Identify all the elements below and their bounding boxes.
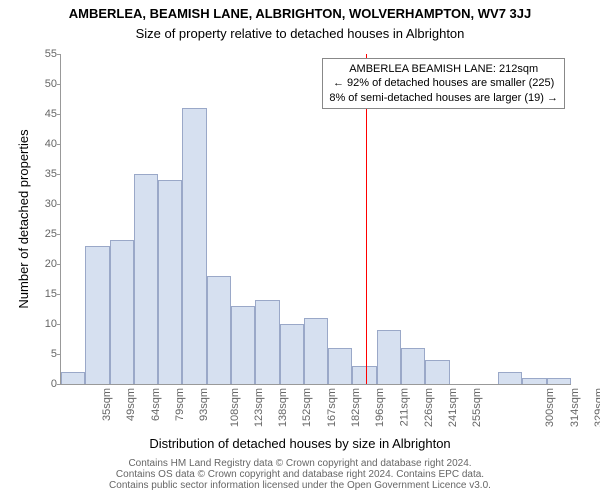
chart-subtitle: Size of property relative to detached ho…: [0, 26, 600, 41]
histogram-bar: [352, 366, 376, 384]
histogram-bar: [522, 378, 546, 384]
x-tick-label: 49sqm: [125, 388, 137, 421]
y-tick-mark: [57, 264, 61, 265]
histogram-bar: [182, 108, 206, 384]
y-tick-mark: [57, 54, 61, 55]
histogram-bar: [425, 360, 449, 384]
histogram-bar: [255, 300, 279, 384]
histogram-bar: [231, 306, 255, 384]
x-tick-label: 255sqm: [472, 388, 484, 427]
footer-line: Contains HM Land Registry data © Crown c…: [0, 458, 600, 469]
y-tick-mark: [57, 114, 61, 115]
x-tick-label: 138sqm: [277, 388, 289, 427]
y-axis-label: Number of detached properties: [16, 119, 31, 319]
histogram-bar: [304, 318, 328, 384]
footer-line: Contains public sector information licen…: [0, 480, 600, 491]
histogram-bar: [328, 348, 352, 384]
histogram-bar: [158, 180, 182, 384]
histogram-bar: [134, 174, 158, 384]
y-tick-mark: [57, 204, 61, 205]
chart-title-address: AMBERLEA, BEAMISH LANE, ALBRIGHTON, WOLV…: [0, 6, 600, 21]
x-tick-label: 196sqm: [374, 388, 386, 427]
x-tick-label: 123sqm: [253, 388, 265, 427]
chart-container: AMBERLEA, BEAMISH LANE, ALBRIGHTON, WOLV…: [0, 0, 600, 500]
x-tick-label: 241sqm: [447, 388, 459, 427]
footer-line: Contains OS data © Crown copyright and d…: [0, 469, 600, 480]
annotation-line: 8% of semi-detached houses are larger (1…: [329, 91, 558, 105]
histogram-bar: [85, 246, 109, 384]
y-tick-mark: [57, 324, 61, 325]
x-tick-label: 167sqm: [326, 388, 338, 427]
histogram-bar: [280, 324, 304, 384]
x-tick-label: 64sqm: [150, 388, 162, 421]
x-tick-label: 329sqm: [593, 388, 600, 427]
annotation-line: AMBERLEA BEAMISH LANE: 212sqm: [329, 62, 558, 76]
x-tick-label: 108sqm: [229, 388, 241, 427]
y-tick-mark: [57, 354, 61, 355]
y-tick-mark: [57, 174, 61, 175]
histogram-bar: [207, 276, 231, 384]
y-tick-mark: [57, 234, 61, 235]
histogram-bar: [547, 378, 571, 384]
plot-area: 051015202530354045505535sqm49sqm64sqm79s…: [60, 54, 571, 385]
x-tick-label: 93sqm: [198, 388, 210, 421]
attribution-footer: Contains HM Land Registry data © Crown c…: [0, 458, 600, 491]
x-tick-label: 300sqm: [544, 388, 556, 427]
y-tick-mark: [57, 384, 61, 385]
histogram-bar: [377, 330, 401, 384]
y-tick-mark: [57, 294, 61, 295]
x-tick-label: 211sqm: [398, 388, 410, 426]
y-tick-mark: [57, 84, 61, 85]
histogram-bar: [498, 372, 522, 384]
histogram-bar: [61, 372, 85, 384]
x-tick-label: 35sqm: [101, 388, 113, 421]
x-tick-label: 182sqm: [350, 388, 362, 427]
annotation-box: AMBERLEA BEAMISH LANE: 212sqm← 92% of de…: [322, 58, 565, 109]
histogram-bar: [110, 240, 134, 384]
x-tick-label: 314sqm: [569, 388, 581, 427]
x-tick-label: 152sqm: [302, 388, 314, 427]
x-axis-label: Distribution of detached houses by size …: [0, 436, 600, 451]
y-tick-mark: [57, 144, 61, 145]
histogram-bar: [401, 348, 425, 384]
annotation-line: ← 92% of detached houses are smaller (22…: [329, 76, 558, 90]
x-tick-label: 79sqm: [174, 388, 186, 421]
x-tick-label: 226sqm: [423, 388, 435, 427]
